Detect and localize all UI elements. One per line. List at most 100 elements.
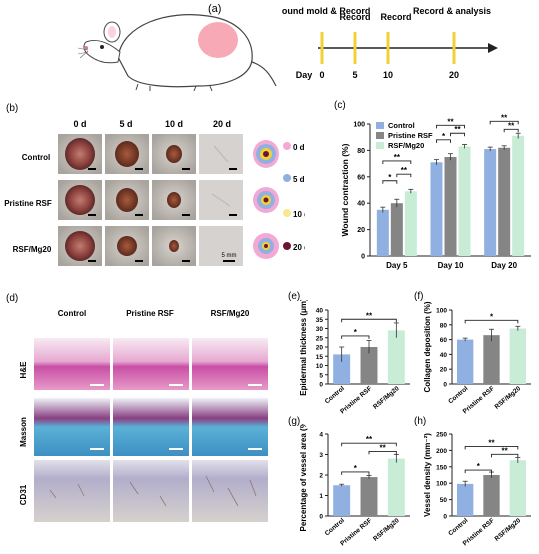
chart-e-y-tick-label: 30 bbox=[316, 326, 324, 333]
wound-photo-pristine-10d bbox=[152, 180, 196, 220]
chart-c-significance-bracket bbox=[382, 180, 398, 184]
chart-c-significance-mark: * bbox=[388, 173, 392, 182]
scale-bar-label: 5 mm bbox=[222, 253, 237, 259]
chart-c-significance-mark: ** bbox=[508, 121, 515, 130]
histology-row-label-2: CD31 bbox=[19, 484, 28, 505]
chart-g-significance-mark: ** bbox=[380, 443, 387, 452]
chart-c-bar-control bbox=[430, 162, 443, 256]
chart-g-significance-bracket bbox=[341, 471, 370, 475]
chart-e-y-tick-label: 15 bbox=[316, 354, 324, 361]
wound-photo-grid: 0 d 5 d 10 d 20 d Control Pristine RSF R… bbox=[4, 119, 305, 266]
chart-c-x-tick-label: Day 20 bbox=[491, 261, 517, 270]
wound-site-mark bbox=[198, 22, 238, 58]
panel-label-g: (g) bbox=[288, 416, 301, 427]
chart-h-bar-rsf-mg20 bbox=[509, 460, 526, 516]
timeline-day-1: 5 bbox=[352, 70, 357, 80]
chart-c-y-tick-label: 40 bbox=[357, 201, 365, 208]
trace-legend-label-10d: 10 d bbox=[293, 210, 305, 219]
chart-e-y-tick-label: 10 bbox=[316, 363, 324, 370]
chart-e-significance-mark: ** bbox=[366, 311, 373, 320]
chart-e-bar-control bbox=[333, 354, 351, 384]
masson-image-pristine bbox=[113, 398, 189, 456]
chart-c-significance-bracket bbox=[489, 120, 519, 125]
chart-g-bar-pristine-rsf bbox=[360, 477, 378, 516]
wound-photo-pristine-20d bbox=[199, 180, 243, 220]
chart-h-y-tick-label: 100 bbox=[436, 481, 447, 488]
chart-e-significance-bracket bbox=[341, 318, 397, 323]
chart-g-x-tick-label: RSF/Mg20 bbox=[372, 517, 401, 543]
wound-photo-mg20-10d bbox=[152, 226, 196, 266]
chart-c-significance-mark: ** bbox=[401, 166, 408, 175]
chart-c-significance-bracket bbox=[436, 124, 465, 129]
chart-e-x-tick-label: Control bbox=[324, 385, 346, 405]
timeline: Wound mold & Record Record Record Record… bbox=[282, 6, 498, 80]
chart-f-y-tick-label: 80 bbox=[440, 322, 448, 329]
he-image-control bbox=[34, 338, 110, 390]
wound-photo-control-10d bbox=[152, 134, 196, 174]
chart-c-y-tick-label: 60 bbox=[357, 174, 365, 181]
panel-label-b: (b) bbox=[6, 103, 19, 114]
chart-c-x-tick-label: Day 5 bbox=[386, 261, 408, 270]
photo-row-label-0: Control bbox=[22, 153, 50, 162]
panel-label-a: (a) bbox=[208, 3, 222, 15]
chart-c-legend-label: Control bbox=[388, 121, 415, 130]
he-image-mg20 bbox=[192, 338, 268, 390]
chart-f-y-axis-label: Collagen deposition (%) bbox=[423, 301, 432, 392]
vessel-density-chart: 0 50 100 150 200 250 Vessel density (mm⁻²) Cont… bbox=[423, 432, 531, 547]
chart-h-significance-mark: ** bbox=[502, 446, 509, 455]
chart-c-bar-pristine-rsf bbox=[498, 147, 511, 256]
wound-photo-pristine-5d bbox=[105, 180, 149, 220]
chart-f-significance-bracket bbox=[464, 319, 519, 324]
chart-g-significance-mark: ** bbox=[366, 435, 373, 444]
chart-c-significance-bracket bbox=[382, 160, 412, 164]
wound-trace-control bbox=[253, 140, 279, 168]
chart-c-bar-rsf-mg20 bbox=[458, 146, 471, 256]
panel-label-c: (c) bbox=[334, 100, 346, 111]
trace-legend-dot-20d bbox=[283, 242, 291, 250]
trace-legend-dot-5d bbox=[283, 174, 291, 182]
photo-col-header-0: 0 d bbox=[73, 119, 86, 129]
chart-h-y-tick-label: 0 bbox=[443, 514, 447, 521]
chart-h-y-tick-label: 150 bbox=[436, 464, 447, 471]
panel-label-e: (e) bbox=[288, 291, 301, 302]
chart-e-significance-bracket bbox=[341, 335, 370, 339]
trace-legend-label-5d: 5 d bbox=[293, 175, 305, 184]
chart-e-y-tick-label: 20 bbox=[316, 345, 324, 352]
cd31-image-pristine bbox=[113, 460, 189, 522]
chart-c-significance-mark: ** bbox=[447, 117, 454, 126]
chart-h-x-tick-label: RSF/Mg20 bbox=[494, 517, 523, 543]
timeline-event-1: Record bbox=[339, 12, 370, 22]
chart-g-bar-rsf-mg20 bbox=[387, 458, 405, 516]
chart-h-y-axis-label: Vessel density (mm⁻²) bbox=[423, 433, 432, 517]
chart-e-y-tick-label: 0 bbox=[319, 382, 323, 389]
chart-e-y-tick-label: 25 bbox=[316, 335, 324, 342]
wound-photo-control-20d bbox=[199, 134, 243, 174]
chart-c-y-tick-label: 20 bbox=[357, 227, 365, 234]
he-image-pristine bbox=[113, 338, 189, 390]
chart-c-legend-swatch bbox=[376, 142, 384, 149]
chart-h-y-tick-label: 200 bbox=[436, 448, 447, 455]
chart-f-y-tick-label: 0 bbox=[443, 382, 447, 389]
photo-col-header-2: 10 d bbox=[165, 119, 183, 129]
wound-photo-mg20-20d: 5 mm bbox=[199, 226, 243, 266]
chart-f-y-tick-label: 60 bbox=[440, 337, 448, 344]
wound-contraction-chart: 0 20 40 60 80 100 Wound contraction (%) Day 5 Da… bbox=[340, 113, 531, 270]
chart-h-bar-pristine-rsf bbox=[483, 475, 500, 516]
trace-legend-label-0d: 0 d bbox=[293, 143, 305, 152]
chart-c-y-axis-label: Wound contraction (%) bbox=[340, 143, 350, 236]
vessel-area-chart: 0 1 2 3 4 Percentage of vessel area (%) Contro… bbox=[299, 424, 410, 547]
chart-c-bar-control bbox=[376, 209, 389, 256]
chart-g-y-tick-label: 2 bbox=[319, 473, 323, 480]
histology-row-label-1: Masson bbox=[19, 417, 28, 447]
wound-photo-mg20-5d bbox=[105, 226, 149, 266]
chart-e-bar-rsf-mg20 bbox=[387, 330, 405, 384]
panel-label-f: (f) bbox=[414, 291, 424, 302]
chart-c-y-tick-label: 100 bbox=[353, 122, 365, 129]
chart-e-significance-mark: * bbox=[354, 328, 358, 337]
chart-e-bar-pristine-rsf bbox=[360, 347, 378, 384]
chart-c-y-tick-label: 80 bbox=[357, 148, 365, 155]
trace-legend-dot-0d bbox=[283, 142, 291, 150]
photo-row-label-1: Pristine RSF bbox=[4, 199, 52, 208]
chart-g-significance-bracket bbox=[368, 450, 397, 455]
wound-photo-pristine-0d bbox=[58, 180, 102, 220]
